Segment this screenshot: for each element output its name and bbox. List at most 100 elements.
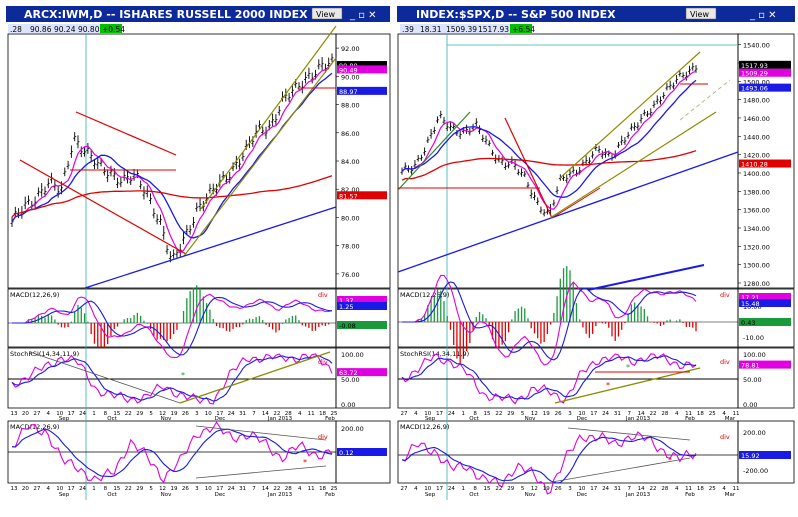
left-titlebar — [6, 6, 390, 22]
svg-text:1517.93: 1517.93 — [478, 25, 509, 34]
right-value-label: 1517.93 — [741, 62, 768, 70]
svg-text:.28: .28 — [10, 25, 22, 34]
left-window-controls[interactable]: _ ▫ ✕ — [349, 10, 377, 21]
left-date-day-bottom: 29 — [136, 486, 143, 492]
right-date-month: Jan 2013 — [625, 416, 651, 422]
left-date-day: 12 — [159, 411, 166, 417]
left-stoch-axis-label: 50.00 — [341, 376, 360, 384]
right-macd2-signal — [401, 436, 697, 484]
left-stoch-d — [11, 355, 333, 402]
right-macd-signal — [402, 281, 697, 361]
left-value-label-box — [337, 86, 387, 95]
left-macd-div: div — [318, 291, 328, 299]
left-ma-red — [11, 175, 333, 218]
left-ohlc-readout: .28 90.86 90.24 90.80 +0.54 — [8, 24, 125, 34]
right-date-day: 11 — [733, 411, 740, 417]
left-stoch-value-box — [337, 368, 387, 377]
left-macd-value: 1.37 — [339, 297, 353, 305]
right-date-day: 18 — [697, 411, 704, 417]
right-date-day: 24 — [448, 411, 455, 417]
right-date-day-bottom: 22 — [495, 486, 502, 492]
right-date-day: 31 — [614, 411, 621, 417]
right-date-day: 22 — [495, 411, 502, 417]
left-date-day-bottom: 25 — [331, 486, 338, 492]
left-date-day-bottom: 19 — [171, 486, 178, 492]
right-ohlc-readout: .39 18.31 1509.39 1517.93 +6.54 — [400, 24, 535, 34]
right-stoch-value: 78.81 — [741, 362, 760, 370]
right-date-day-bottom: 26 — [555, 486, 562, 492]
left-date-day: 28 — [285, 411, 292, 417]
right-price-tick-label: 1360.00 — [743, 207, 770, 215]
left-date-day-bottom: 1 — [92, 486, 96, 492]
right-date-day: 4 — [722, 411, 726, 417]
right-date-day-bottom: 11 — [733, 486, 740, 492]
right-date-month-bottom: Sep — [425, 492, 436, 498]
left-stoch-trendline — [179, 351, 331, 404]
left-date-day-bottom: 22 — [125, 486, 132, 492]
left-date-day-bottom: 18 — [319, 486, 326, 492]
left-date-day: 15 — [113, 411, 120, 417]
left-date-day: 13 — [11, 411, 18, 417]
right-window-controls[interactable]: _ ▫ ✕ — [749, 10, 777, 21]
left-date-day-bottom: 7 — [252, 486, 256, 492]
left-date-day: 4 — [47, 411, 51, 417]
right-macd2-trendline — [551, 457, 691, 483]
right-date-day: 19 — [543, 411, 550, 417]
left-stoch-axis — [335, 347, 391, 409]
left-title: ARCX:IWM,D -- ISHARES RUSSELL 2000 INDEX… — [24, 8, 319, 21]
right-date-day: 27 — [401, 411, 408, 417]
right-ma-blue — [401, 79, 697, 198]
left-date-day: 31 — [239, 411, 246, 417]
left-date-day-bottom: 10 — [56, 486, 63, 492]
left-price-tick-label: 82.00 — [341, 186, 360, 194]
right-date-day: 10 — [578, 411, 585, 417]
right-ma-red — [401, 150, 697, 181]
right-date-day-bottom: 17 — [590, 486, 597, 492]
right-trendline — [551, 187, 601, 219]
right-date-month-bottom: Feb — [685, 492, 695, 498]
right-stoch-value-box — [739, 360, 791, 369]
left-macd2-signal — [11, 428, 333, 478]
left-date-month: Feb — [325, 416, 335, 422]
left-macd-value: -0.08 — [339, 322, 356, 330]
left-price-panel — [7, 33, 337, 289]
right-date-day: 17 — [590, 411, 597, 417]
right-view-button[interactable] — [685, 7, 717, 20]
left-macd-value: 1.25 — [339, 303, 353, 311]
left-stoch-axis-label: 100.00 — [341, 351, 364, 359]
right-date-day-bottom: 31 — [614, 486, 621, 492]
right-date-day: 25 — [709, 411, 716, 417]
left-macd2-trendline — [195, 425, 327, 441]
left-date-month-bottom: Jan 2013 — [267, 492, 293, 498]
right-macd-value: 15.48 — [741, 300, 760, 308]
right-macd-value-box — [739, 293, 791, 301]
left-view-button[interactable] — [311, 7, 343, 20]
right-date-month: Mar — [725, 416, 736, 422]
right-date-day-bottom: 4 — [675, 486, 679, 492]
right-date-day-bottom: 17 — [436, 486, 443, 492]
left-date-day-bottom: 22 — [273, 486, 280, 492]
right-date-month-bottom: Mar — [725, 492, 736, 498]
left-macd-value-box — [337, 296, 387, 304]
left-date-day: 19 — [171, 411, 178, 417]
left-date-day: 22 — [125, 411, 132, 417]
right-title: INDEX:$SPX,D -- S&P 500 INDEX — [416, 8, 616, 21]
left-price-tick-label: 86.00 — [341, 130, 360, 138]
left-date-day-bottom: 17 — [68, 486, 75, 492]
left-date-month-bottom: Sep — [59, 492, 70, 498]
left-date-day: 10 — [56, 411, 63, 417]
right-stoch-k — [401, 353, 697, 405]
right-stoch-axis — [737, 347, 795, 409]
right-date-day-bottom: 24 — [602, 486, 609, 492]
left-date-day: 26 — [182, 411, 189, 417]
left-date-day: 24 — [228, 411, 235, 417]
right-date-day: 26 — [555, 411, 562, 417]
left-date-day-bottom: 10 — [205, 486, 212, 492]
right-date-day: 28 — [661, 411, 668, 417]
left-macd-value-box — [337, 321, 387, 329]
left-trendline — [183, 57, 337, 257]
left-price-tick-label: 92.00 — [341, 45, 360, 53]
right-date-day-bottom: 22 — [650, 486, 657, 492]
right-value-label-box — [739, 83, 791, 92]
